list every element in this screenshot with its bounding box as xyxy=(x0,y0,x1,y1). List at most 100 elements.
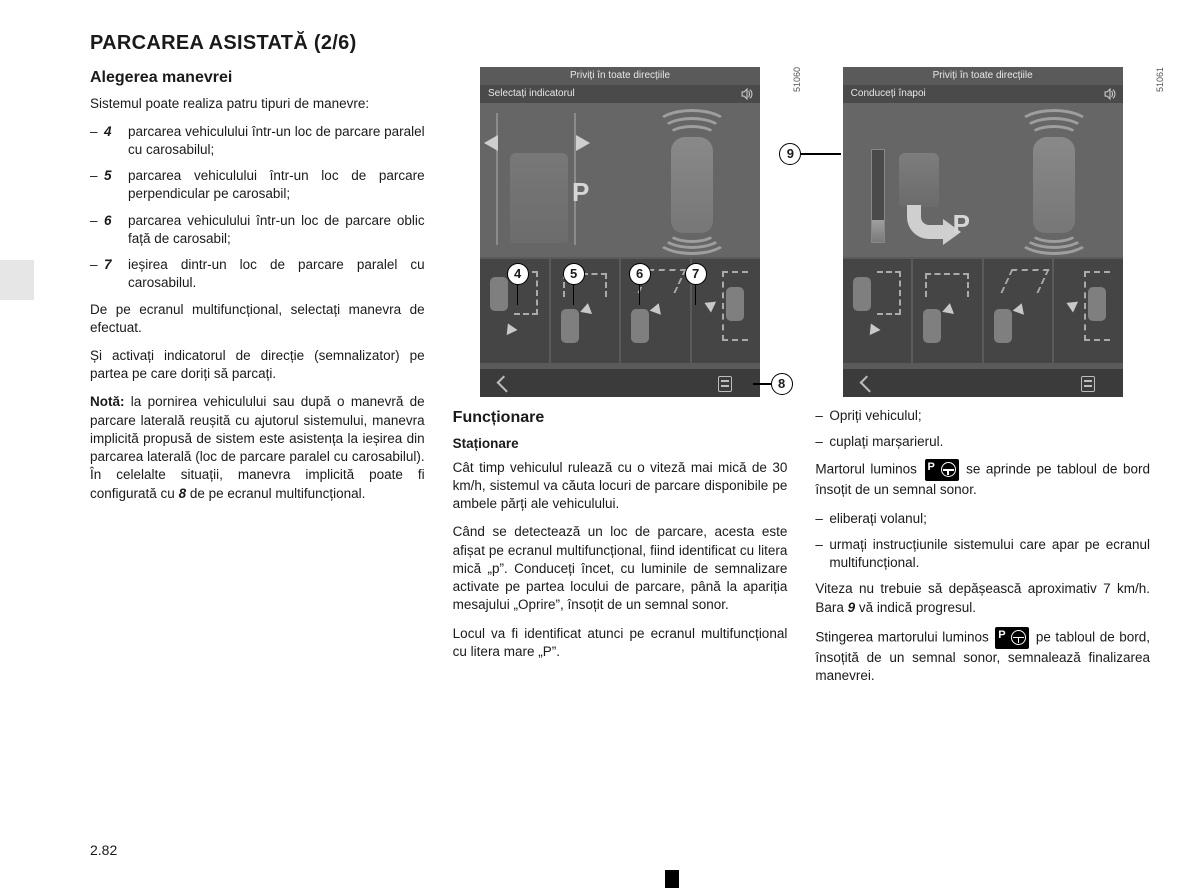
sonar-car xyxy=(671,137,713,233)
mode-oblique[interactable] xyxy=(984,259,1055,363)
callout-stem xyxy=(517,285,519,305)
arrow-left-icon xyxy=(484,135,498,151)
turn-arrow-icon xyxy=(907,205,947,239)
mode-row xyxy=(843,259,1123,363)
callout-5: 5 xyxy=(563,263,585,305)
speaker-icon xyxy=(1103,87,1117,101)
bullet-text: cuplați marșarierul. xyxy=(829,433,1150,451)
list-num: 6 xyxy=(104,212,128,248)
callout-circle: 4 xyxy=(507,263,529,285)
dash: – xyxy=(90,256,104,292)
dash: – xyxy=(90,123,104,159)
screen-bottombar xyxy=(843,367,1123,397)
col2-heading: Funcționare xyxy=(453,407,788,429)
sonar-car xyxy=(1033,137,1075,233)
mode-perpendicular[interactable] xyxy=(551,259,622,363)
screen-upper: P xyxy=(843,103,1123,257)
drive-animation: P xyxy=(871,149,961,243)
callout-circle: 6 xyxy=(629,263,651,285)
columns: Alegerea manevrei Sistemul poate realiza… xyxy=(90,67,1150,868)
margin-tab xyxy=(0,260,34,300)
dash: – xyxy=(815,536,829,572)
back-icon[interactable] xyxy=(497,376,514,393)
figure-code: 51060 xyxy=(791,67,803,92)
callout-circle: 9 xyxy=(779,143,801,165)
col3-p3: Stingerea martorului luminos P pe tablou… xyxy=(815,627,1150,685)
col3-p1: Martorul luminos P se aprinde pe tabloul… xyxy=(815,459,1150,499)
col2-subheading: Staționare xyxy=(453,435,788,453)
col2-p1: Cât timp vehiculul rulează cu o viteză m… xyxy=(453,459,788,514)
page-number: 2.82 xyxy=(90,842,117,858)
menu-icon[interactable] xyxy=(718,376,732,392)
bullet-text: eliberați volanul; xyxy=(829,510,1150,528)
screen-bottombar xyxy=(480,367,760,397)
mode-parallel[interactable] xyxy=(843,259,914,363)
bullet: – cuplați marșarierul. xyxy=(815,433,1150,451)
list-num: 7 xyxy=(104,256,128,292)
col1-p2: Și activați indicatorul de direcție (sem… xyxy=(90,347,425,383)
callout-stem xyxy=(573,285,575,305)
screen-subbar: Selectați indicatorul xyxy=(480,85,760,103)
screen-topbar: Priviți în toate direcțiile xyxy=(843,67,1123,85)
list-text: parcarea vehiculului într-un loc de parc… xyxy=(128,123,425,159)
callout-stem xyxy=(639,285,641,305)
screen-2: Priviți în toate direcțiile Conduceți în… xyxy=(843,67,1123,397)
col1-intro: Sistemul poate realiza patru tipuri de m… xyxy=(90,95,425,113)
p-letter: P xyxy=(572,175,589,210)
figure-code: 51061 xyxy=(1154,67,1166,92)
list-item: – 6 parcarea vehiculului într-un loc de … xyxy=(90,212,425,248)
callout-stem xyxy=(753,383,771,385)
column-3: Priviți în toate direcțiile Conduceți în… xyxy=(815,67,1150,868)
car-shape xyxy=(899,153,939,207)
sonar-view xyxy=(995,103,1122,257)
dash: – xyxy=(90,167,104,203)
callout-4: 4 xyxy=(507,263,529,305)
steering-wheel-icon xyxy=(1011,630,1026,645)
sonar-arc xyxy=(667,221,717,243)
col1-heading: Alegerea manevrei xyxy=(90,67,425,89)
drive-view: P xyxy=(843,103,996,257)
col2-p3: Locul va fi identificat atunci pe ecranu… xyxy=(453,625,788,661)
list-item: – 4 parcarea vehiculului într-un loc de … xyxy=(90,123,425,159)
sonar-view xyxy=(633,103,760,257)
progress-fill xyxy=(872,220,884,242)
p2b: vă indică progresul. xyxy=(855,600,976,615)
callout-7: 7 xyxy=(685,263,707,305)
callout-8: 8 xyxy=(753,373,793,395)
menu-icon[interactable] xyxy=(1081,376,1095,392)
bullet: – Opriți vehiculul; xyxy=(815,407,1150,425)
progress-bar xyxy=(871,149,885,243)
bullet: – urmați instrucțiunile sistemului care … xyxy=(815,536,1150,572)
mode-exit[interactable] xyxy=(1054,259,1123,363)
callout-circle: 8 xyxy=(771,373,793,395)
note-num: 8 xyxy=(179,486,187,501)
callout-stem xyxy=(695,285,697,305)
bullet-text: Opriți vehiculul; xyxy=(829,407,1150,425)
car-shape xyxy=(510,153,568,243)
column-2: Priviți în toate direcțiile Selectați in… xyxy=(453,67,788,868)
screen-1: Priviți în toate direcțiile Selectați in… xyxy=(480,67,760,397)
screen-topbar: Priviți în toate direcțiile xyxy=(480,67,760,85)
col1-p1: De pe ecranul multifuncțional, selectați… xyxy=(90,301,425,337)
dash: – xyxy=(815,510,829,528)
p3a: Stingerea martorului luminos xyxy=(815,629,993,644)
dash: – xyxy=(815,407,829,425)
p2n: 9 xyxy=(848,600,856,615)
steering-wheel-icon xyxy=(941,462,956,477)
mode-perpendicular[interactable] xyxy=(913,259,984,363)
col3-p2: Viteza nu trebuie să depășească aproxima… xyxy=(815,580,1150,616)
p1a: Martorul luminos xyxy=(815,462,922,477)
screen-upper: P xyxy=(480,103,760,257)
back-icon[interactable] xyxy=(859,376,876,393)
note-label: Notă: xyxy=(90,394,125,409)
column-1: Alegerea manevrei Sistemul poate realiza… xyxy=(90,67,425,868)
p-letter: P xyxy=(953,207,970,242)
page-title: PARCAREA ASISTATĂ (2/6) xyxy=(90,32,1150,55)
list-item: – 5 parcarea vehiculului într-un loc de … xyxy=(90,167,425,203)
bullet: – eliberați volanul; xyxy=(815,510,1150,528)
col1-note: Notă: la pornirea vehiculului sau după o… xyxy=(90,393,425,502)
dash: – xyxy=(90,212,104,248)
col2-p2: Când se detectează un loc de parcare, ac… xyxy=(453,523,788,614)
screen-subbar: Conduceți înapoi xyxy=(843,85,1123,103)
parking-spot-view: P xyxy=(480,103,633,257)
